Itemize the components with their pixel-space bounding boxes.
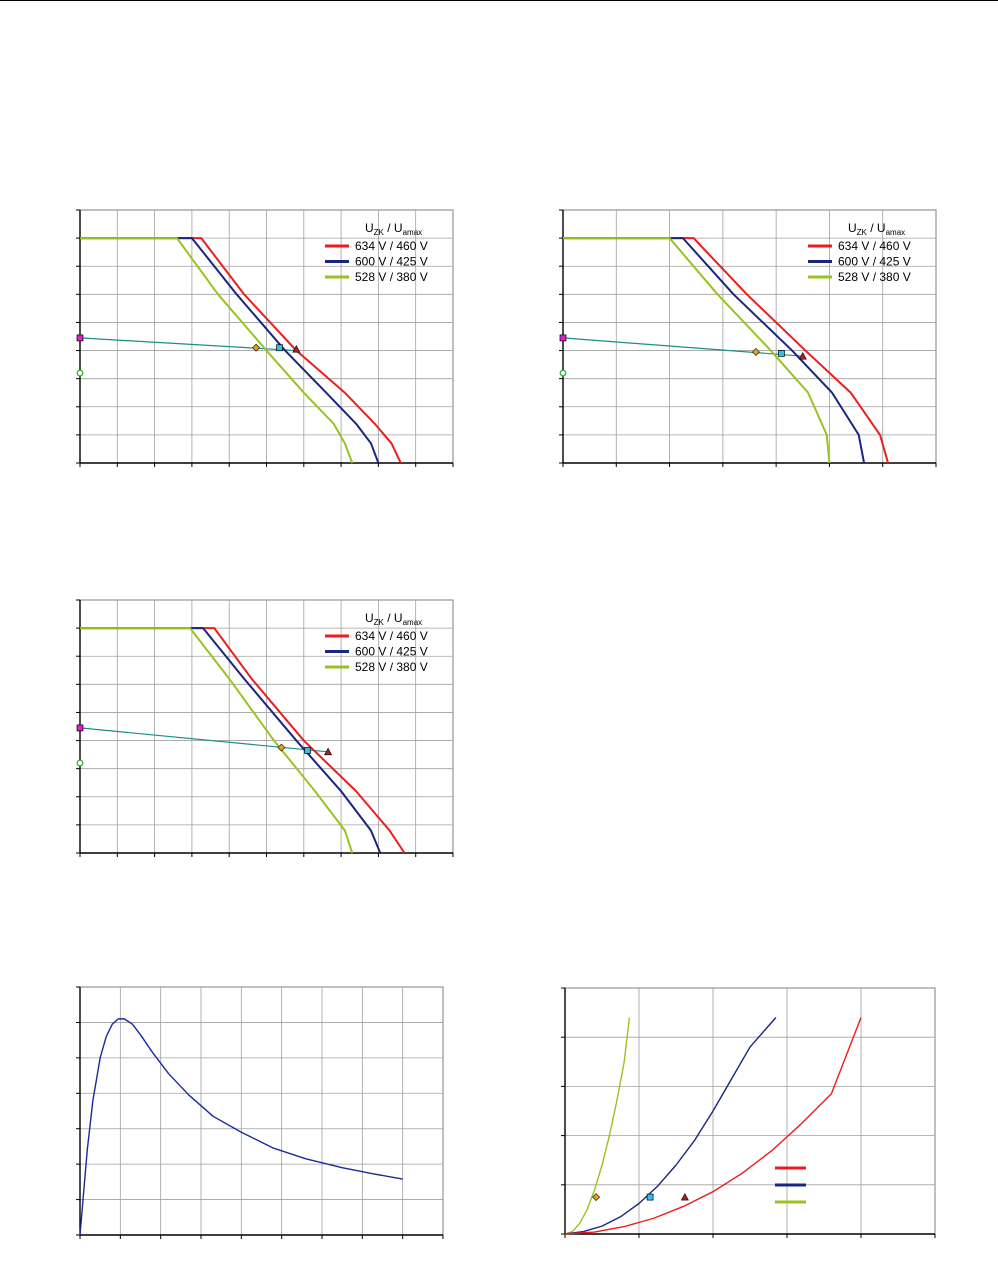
plot-border (79, 986, 444, 1236)
operating-line (79, 337, 297, 352)
plot-border (562, 209, 937, 464)
marker-circle (76, 759, 84, 767)
series-line-c634 (563, 237, 890, 464)
series-line-c600 (80, 627, 382, 854)
plot-area (561, 987, 936, 1238)
chart-1-line-chart: UZK / Uamax 634 V / 460 V 600 V / 425 V528… (76, 209, 454, 467)
marker-square (76, 724, 84, 732)
legend: UZK / Uamax 634 V / 460 V 600 V / 425 V528… (325, 611, 428, 674)
legend-header: UZK / Uamax (365, 611, 422, 627)
marker-square (646, 1193, 654, 1201)
marker-square (76, 334, 84, 342)
series-line-c528 (80, 237, 354, 464)
legend: UZK / Uamax 634 V / 460 V 600 V / 425 V528… (808, 221, 911, 284)
marker-triangle (798, 352, 807, 360)
series-line-curve_blue (79, 1018, 403, 1236)
chart-3-line-chart: UZK / Uamax 634 V / 460 V 600 V / 425 V528… (76, 599, 454, 857)
marker-diamond (252, 343, 260, 352)
series-line-c600 (80, 237, 380, 464)
marker-triangle (680, 1192, 689, 1201)
marker-square (304, 747, 311, 754)
series-line-c634 (80, 237, 402, 464)
legend-label: 600 V / 425 V (355, 645, 428, 659)
chart-5-line-chart (561, 987, 936, 1238)
plot-area (76, 599, 454, 857)
operating-line (562, 337, 803, 357)
legend-label: 600 V / 425 V (838, 255, 911, 269)
marker-square (778, 350, 785, 357)
legend-label: 634 V / 460 V (355, 629, 428, 643)
marker-circle (76, 369, 84, 377)
plot-area (76, 209, 454, 467)
series-line-c600 (564, 1017, 777, 1235)
chart-2-line-chart: UZK / Uamax 634 V / 460 V 600 V / 425 V528… (559, 209, 937, 467)
plot-area (559, 209, 937, 467)
legend: UZK / Uamax 634 V / 460 V 600 V / 425 V528… (325, 221, 428, 284)
legend-header: UZK / Uamax (365, 221, 422, 237)
top-rule (0, 0, 998, 1)
legend (775, 1166, 806, 1204)
legend-label: 634 V / 460 V (355, 239, 428, 253)
legend-label: 528 V / 380 V (355, 660, 428, 674)
marker-triangle (292, 345, 301, 353)
series-line-c634 (80, 627, 406, 854)
marker-diamond (751, 348, 760, 356)
legend-label: 528 V / 380 V (838, 270, 911, 284)
series-line-c528 (80, 627, 354, 854)
marker-triangle (324, 747, 333, 756)
marker-diamond (592, 1193, 601, 1202)
legend-label: 634 V / 460 V (838, 239, 911, 253)
marker-square (276, 344, 283, 352)
marker-circle (559, 369, 567, 377)
plot-area (76, 986, 444, 1239)
legend-label: 600 V / 425 V (355, 255, 428, 269)
chart-4-line-chart (76, 986, 444, 1239)
marker-square (559, 334, 567, 342)
plot-border (564, 987, 936, 1235)
legend-header: UZK / Uamax (848, 221, 905, 237)
series-line-c634 (564, 1017, 862, 1235)
operating-line (79, 727, 329, 753)
marker-diamond (277, 743, 286, 752)
series-line-c528 (564, 1017, 631, 1235)
legend-label: 528 V / 380 V (355, 270, 428, 284)
series-line-c600 (563, 237, 866, 464)
series-line-c528 (563, 237, 831, 464)
